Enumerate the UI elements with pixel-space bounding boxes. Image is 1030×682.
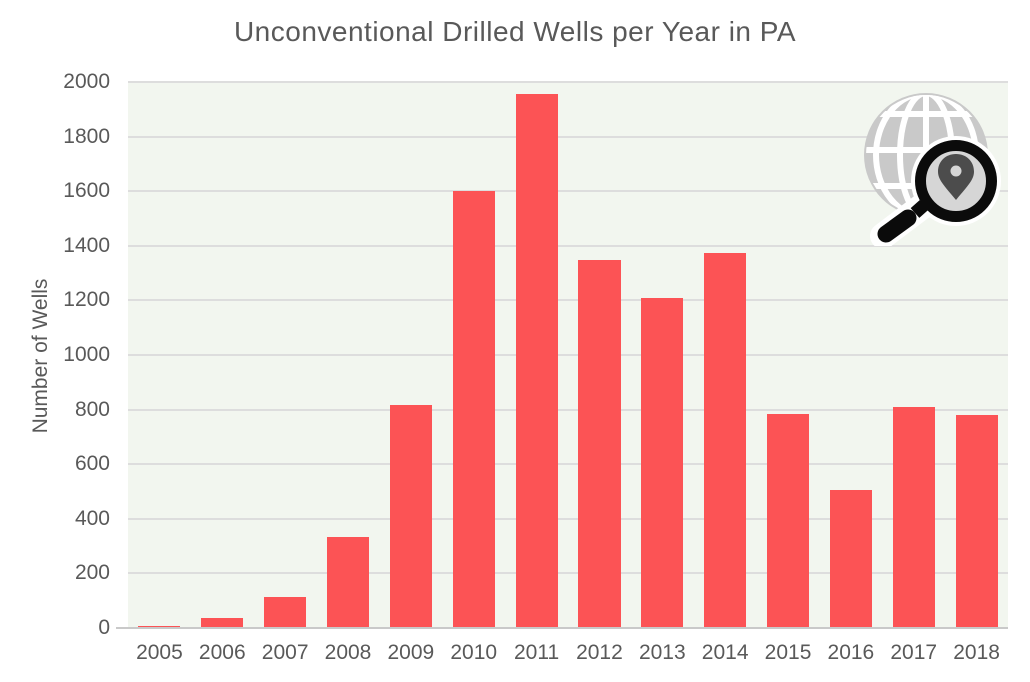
gridline-1000: [128, 354, 1008, 356]
y-tick-label-400: 400: [74, 506, 110, 530]
bar-slot-2018: [945, 82, 1008, 628]
y-tick-label-1000: 1000: [63, 343, 110, 366]
y-tick-label-800: 800: [74, 397, 110, 421]
bar-slot-2016: [819, 82, 882, 628]
bar-2018: [955, 415, 998, 628]
x-tick-label-2012: 2012: [576, 641, 623, 664]
gridline-600: [128, 463, 1008, 466]
bar-2007: [264, 597, 307, 628]
bar-2008: [326, 537, 370, 628]
gridline-200: [128, 572, 1008, 575]
bar-2012: [578, 260, 621, 628]
bar-2013: [641, 298, 684, 628]
y-tick-label-1600: 1600: [63, 179, 110, 203]
y-tick-label-1200: 1200: [63, 288, 110, 312]
location-pin-icon: [938, 154, 974, 200]
bar-2006: [201, 617, 244, 628]
gridline-1800: [128, 135, 1008, 138]
bar-slot-2010: [442, 82, 505, 628]
x-tick-label-2007: 2007: [261, 641, 309, 664]
y-tick-label-1800: 1800: [63, 124, 110, 148]
bar-slot-2013: [631, 82, 694, 628]
bar-slot-2009: [379, 82, 442, 628]
gridline-2000: [128, 81, 1008, 83]
x-tick-label-2018: 2018: [953, 641, 1000, 664]
bar-slot-2007: [254, 82, 317, 628]
bar-slot-2014: [694, 82, 757, 628]
x-tick-label-2013: 2013: [638, 641, 686, 664]
x-tick-label-2010: 2010: [450, 641, 498, 664]
x-tick-label-2014: 2014: [701, 641, 749, 664]
bar-slot-2017: [882, 82, 945, 628]
y-tick-label-0: 0: [98, 616, 110, 639]
bar-2011: [515, 94, 558, 628]
y-axis-tick-labels: 0 200 400 600 800 1000 1200 1400 1600 1800 2000: [0, 70, 110, 639]
x-tick-label-2009: 2009: [387, 641, 435, 664]
x-tick-label-2011: 2011: [514, 641, 560, 664]
gridline-800: [128, 408, 1008, 411]
bar-2015: [766, 413, 810, 628]
gridline-1400: [128, 244, 1008, 247]
y-tick-label-2000: 2000: [63, 70, 110, 93]
gridline-400: [128, 517, 1008, 520]
x-tick-label-2005: 2005: [136, 641, 183, 664]
bar-2016: [829, 490, 872, 628]
plot-area: [128, 81, 1008, 628]
x-tick-label-2008: 2008: [324, 641, 372, 664]
y-tick-label-1400: 1400: [63, 233, 110, 257]
bar-2005: [138, 625, 181, 628]
x-tick-label-2017: 2017: [890, 641, 938, 664]
bar-slot-2012: [568, 82, 631, 628]
bar-slot-2011: [505, 82, 568, 628]
x-tick-label-2016: 2016: [827, 641, 875, 664]
bar-2009: [389, 404, 432, 628]
bar-slot-2006: [191, 82, 254, 628]
y-tick-label-600: 600: [74, 452, 110, 476]
bar-2017: [892, 406, 935, 628]
x-tick-label-2006: 2006: [198, 641, 246, 664]
gridline-1600: [128, 190, 1008, 193]
chart-title: Unconventional Drilled Wells per Year in…: [233, 16, 797, 47]
bar-slot-2015: [757, 82, 820, 628]
bar-2014: [704, 253, 747, 628]
bar-slot-2005: [128, 82, 191, 628]
bar-2010: [452, 191, 495, 628]
x-tick-label-2015: 2015: [764, 641, 812, 664]
globe-location-search-icon: [864, 93, 1001, 246]
bar-slot-2008: [317, 82, 380, 628]
x-axis-tick-labels: 2005 2006 2007 2008 2009 2010 2011 2012 2013 2014…: [128, 641, 1008, 665]
bars-container: [128, 82, 1008, 628]
x-axis-line: [116, 627, 1008, 629]
y-tick-label-200: 200: [74, 561, 110, 585]
gridline-1200: [128, 299, 1008, 302]
